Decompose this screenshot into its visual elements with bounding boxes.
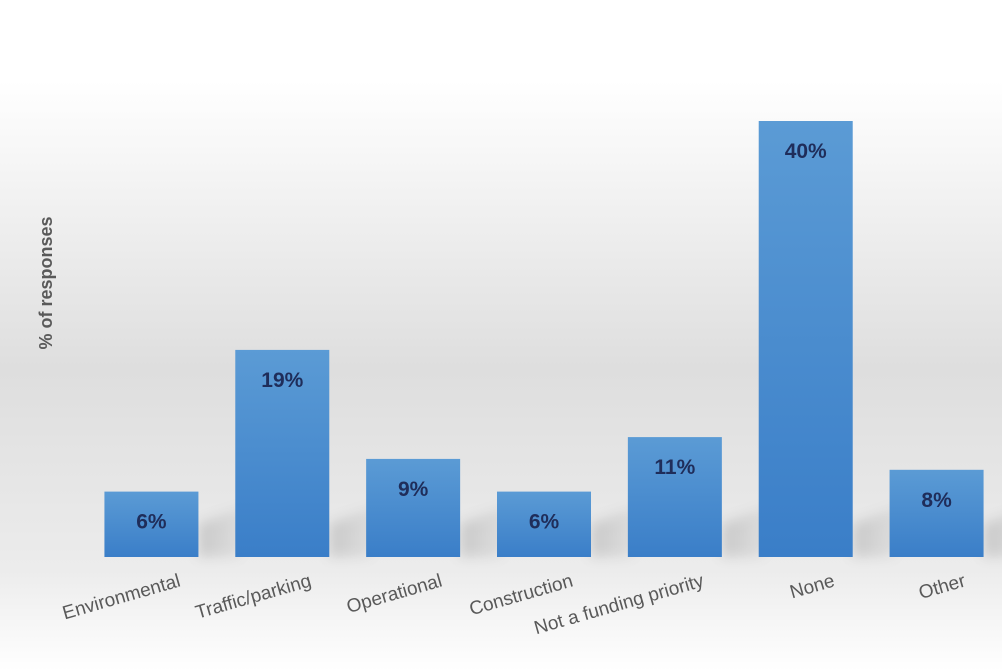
bar-none (758, 121, 853, 557)
bar-environmental (104, 491, 199, 557)
bars (104, 121, 984, 557)
value-label-none: 40% (785, 140, 827, 163)
bar-operational (366, 458, 461, 557)
bar-shadow-other (983, 516, 1002, 557)
value-label-traffic-parking: 19% (261, 369, 303, 392)
value-label-other: 8% (921, 489, 952, 512)
bar-other (889, 469, 984, 557)
bar-construction (497, 491, 591, 557)
bar-traffic-parking (235, 349, 330, 557)
value-label-not-a-funding-priority: 11% (654, 456, 695, 479)
y-axis-title: % of responses (36, 216, 56, 349)
value-labels: 6% 19% 9% 6% 11% 40% 8% (136, 140, 952, 534)
bar-not-a-funding-priority (627, 437, 722, 557)
value-label-construction: 6% (529, 511, 560, 534)
value-label-environmental: 6% (136, 511, 167, 534)
value-label-operational: 9% (398, 478, 429, 501)
